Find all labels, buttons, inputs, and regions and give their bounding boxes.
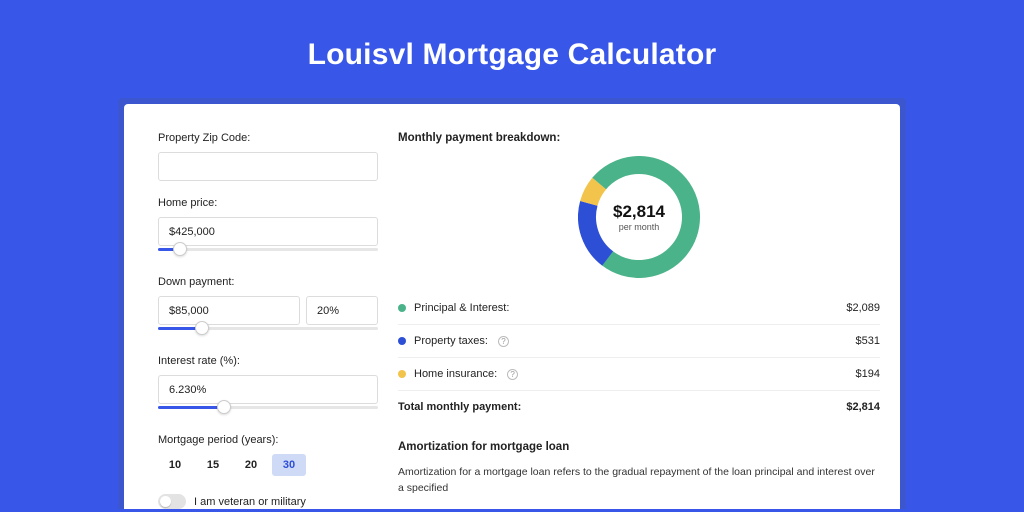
legend-row-home_insurance: Home insurance:? $194 bbox=[398, 358, 880, 390]
legend-value: $194 bbox=[856, 368, 880, 380]
legend-value: $531 bbox=[856, 335, 880, 347]
home-price-input[interactable] bbox=[158, 217, 378, 246]
down-payment-input[interactable] bbox=[158, 296, 300, 325]
info-icon[interactable]: ? bbox=[498, 336, 509, 347]
period-option-30[interactable]: 30 bbox=[272, 454, 306, 476]
period-label: Mortgage period (years): bbox=[158, 434, 378, 446]
legend-dot bbox=[398, 304, 406, 312]
period-option-10[interactable]: 10 bbox=[158, 454, 192, 476]
home-price-label: Home price: bbox=[158, 197, 378, 209]
interest-rate-input[interactable] bbox=[158, 375, 378, 404]
page-title: Louisvl Mortgage Calculator bbox=[308, 38, 717, 72]
legend-dot bbox=[398, 370, 406, 378]
breakdown-column: Monthly payment breakdown: $2,814 per mo… bbox=[398, 132, 880, 509]
zip-group: Property Zip Code: bbox=[158, 132, 378, 181]
veteran-row: I am veteran or military bbox=[158, 494, 378, 509]
down-payment-slider[interactable] bbox=[158, 325, 378, 339]
home-price-group: Home price: bbox=[158, 197, 378, 260]
zip-label: Property Zip Code: bbox=[158, 132, 378, 144]
donut-center: $2,814 per month bbox=[578, 156, 700, 278]
down-payment-label: Down payment: bbox=[158, 276, 378, 288]
payment-legend: Principal & Interest: $2,089 Property taxe… bbox=[398, 292, 880, 390]
period-option-20[interactable]: 20 bbox=[234, 454, 268, 476]
info-icon[interactable]: ? bbox=[507, 369, 518, 380]
veteran-label: I am veteran or military bbox=[194, 496, 306, 508]
slider-thumb[interactable] bbox=[217, 400, 231, 414]
zip-input[interactable] bbox=[158, 152, 378, 181]
legend-row-principal_interest: Principal & Interest: $2,089 bbox=[398, 292, 880, 325]
legend-row-property_taxes: Property taxes:? $531 bbox=[398, 325, 880, 358]
calculator-card: Property Zip Code: Home price: Down paym… bbox=[124, 104, 900, 509]
down-payment-pct-input[interactable] bbox=[306, 296, 378, 325]
card-border: Property Zip Code: Home price: Down paym… bbox=[118, 98, 906, 509]
legend-value: $2,089 bbox=[846, 302, 880, 314]
legend-label: Principal & Interest: bbox=[414, 302, 509, 314]
total-label: Total monthly payment: bbox=[398, 401, 521, 413]
interest-rate-label: Interest rate (%): bbox=[158, 355, 378, 367]
donut-container: $2,814 per month bbox=[398, 156, 880, 278]
home-price-slider[interactable] bbox=[158, 246, 378, 260]
period-option-15[interactable]: 15 bbox=[196, 454, 230, 476]
slider-thumb[interactable] bbox=[173, 242, 187, 256]
total-row: Total monthly payment: $2,814 bbox=[398, 390, 880, 427]
legend-label: Home insurance: bbox=[414, 368, 497, 380]
slider-track bbox=[158, 248, 378, 251]
form-column: Property Zip Code: Home price: Down paym… bbox=[158, 132, 398, 509]
interest-rate-group: Interest rate (%): bbox=[158, 355, 378, 418]
total-value: $2,814 bbox=[846, 401, 880, 413]
down-payment-group: Down payment: bbox=[158, 276, 378, 339]
legend-dot bbox=[398, 337, 406, 345]
donut-sub: per month bbox=[619, 222, 660, 232]
veteran-toggle[interactable] bbox=[158, 494, 186, 509]
amortization-text: Amortization for a mortgage loan refers … bbox=[398, 465, 880, 497]
period-group: Mortgage period (years): 10152030 bbox=[158, 434, 378, 476]
breakdown-title: Monthly payment breakdown: bbox=[398, 132, 880, 144]
interest-rate-slider[interactable] bbox=[158, 404, 378, 418]
payment-donut-chart: $2,814 per month bbox=[578, 156, 700, 278]
amortization-title: Amortization for mortgage loan bbox=[398, 441, 880, 453]
period-options: 10152030 bbox=[158, 454, 378, 476]
slider-fill bbox=[158, 406, 224, 409]
donut-amount: $2,814 bbox=[613, 202, 665, 222]
legend-label: Property taxes: bbox=[414, 335, 488, 347]
slider-thumb[interactable] bbox=[195, 321, 209, 335]
